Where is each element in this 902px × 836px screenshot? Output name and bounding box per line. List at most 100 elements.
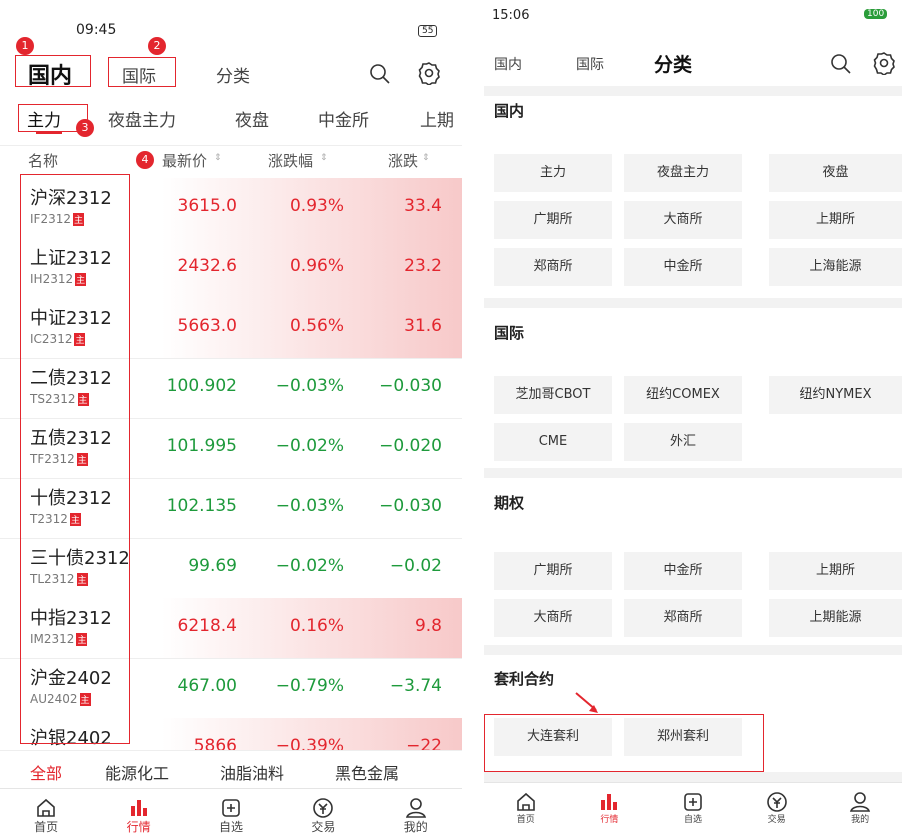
category-button[interactable]: 大连套利 (494, 718, 612, 756)
change-amount: −22 (406, 736, 442, 750)
nav-label[interactable]: 自选 (683, 815, 702, 825)
nav-icon[interactable] (404, 796, 428, 820)
nav-label[interactable]: 交易 (311, 820, 336, 834)
category-tab[interactable]: 能源化工 (105, 764, 170, 783)
nav-icon[interactable] (765, 790, 789, 814)
annotation-box (108, 57, 176, 87)
last-price: 5866 (193, 736, 237, 750)
nav-label[interactable]: 交易 (767, 815, 786, 825)
category-button[interactable]: 上期能源 (769, 599, 902, 637)
category-tab[interactable]: 黑色金属 (335, 764, 400, 783)
nav-label[interactable]: 自选 (218, 820, 243, 834)
main-badge: 主 (77, 393, 89, 406)
nav-icon[interactable] (681, 790, 705, 814)
quote-row[interactable]: 沪银2402AG2402主5866−0.39%−22 (0, 718, 462, 750)
quote-row[interactable]: 中证2312 IC2312 主 5663.0 0.56% 31.6 (0, 298, 462, 359)
annotation-arrow (572, 690, 602, 716)
status-time: 09:45 (76, 22, 117, 38)
category-button[interactable]: 纽约NYMEX (769, 376, 902, 414)
column-header[interactable]: 涨跌 (388, 152, 419, 170)
change-percent: −0.02% (275, 436, 344, 456)
nav-label[interactable]: 行情 (126, 820, 151, 834)
contract-code: IC2312 主 (30, 332, 86, 346)
contract-name: 上证2312 (30, 248, 112, 269)
nav-label[interactable]: 我的 (851, 815, 870, 825)
top-tab[interactable]: 国内 (494, 57, 522, 73)
nav-icon[interactable] (127, 796, 151, 820)
sub-tab[interactable]: 中金所 (318, 111, 369, 131)
sub-tab[interactable]: 上期 (420, 111, 454, 131)
nav-label[interactable]: 首页 (516, 815, 535, 825)
search-icon[interactable] (829, 52, 853, 76)
settings-icon[interactable] (872, 51, 896, 76)
quote-row[interactable]: 中指2312 IM2312 主 6218.4 0.16% 9.8 (0, 598, 462, 659)
nav-icon[interactable] (34, 796, 58, 820)
nav-label[interactable]: 行情 (600, 815, 619, 825)
category-button[interactable]: 广期所 (494, 201, 612, 239)
quote-row[interactable]: 二债2312 TS2312 主 100.902 −0.03% −0.030 (0, 358, 462, 419)
category-button[interactable]: 郑商所 (624, 599, 742, 637)
status-time: 15:06 (492, 8, 530, 23)
category-button[interactable]: 夜盘主力 (624, 154, 742, 192)
column-header[interactable]: 最新价 (162, 152, 208, 170)
category-button[interactable]: 大商所 (624, 201, 742, 239)
category-button[interactable]: CME (494, 423, 612, 461)
category-divider (0, 750, 462, 751)
category-tab[interactable]: 全部 (30, 764, 63, 783)
category-button[interactable]: 夜盘 (769, 154, 902, 192)
top-tab[interactable]: 国内 (28, 64, 73, 89)
annotation-marker: 2 (148, 37, 166, 55)
nav-icon[interactable] (848, 790, 872, 814)
column-header[interactable]: 涨跌幅 (268, 152, 314, 170)
annotation-box (18, 104, 88, 132)
top-tab[interactable]: 分类 (654, 54, 693, 76)
sub-tab[interactable]: 主力 (27, 111, 61, 131)
last-price: 467.00 (177, 676, 237, 696)
change-percent: −0.79% (275, 676, 344, 696)
search-icon[interactable] (368, 62, 392, 86)
sub-tab[interactable]: 夜盘主力 (108, 111, 176, 131)
nav-icon[interactable] (597, 790, 621, 814)
category-button[interactable]: 大商所 (494, 599, 612, 637)
category-button[interactable]: 中金所 (624, 552, 742, 590)
last-price: 3615.0 (177, 196, 237, 216)
category-button[interactable]: 上海能源 (769, 248, 902, 286)
header-divider (0, 145, 462, 146)
contract-name: 中指2312 (30, 608, 112, 629)
quote-row[interactable]: 上证2312 IH2312 主 2432.6 0.96% 23.2 (0, 238, 462, 299)
quote-row[interactable]: 五债2312 TF2312 主 101.995 −0.02% −0.020 (0, 418, 462, 479)
change-percent: −0.39% (275, 736, 344, 750)
category-tab[interactable]: 油脂油料 (220, 764, 285, 783)
top-tab[interactable]: 国际 (576, 57, 604, 73)
column-header[interactable]: 名称 (28, 152, 59, 170)
category-button[interactable]: 外汇 (624, 423, 742, 461)
quote-row[interactable]: 十债2312 T2312 主 102.135 −0.03% −0.030 (0, 478, 462, 539)
nav-icon[interactable] (219, 796, 243, 820)
sub-tab[interactable]: 夜盘 (235, 111, 269, 131)
top-tab[interactable]: 分类 (216, 67, 250, 87)
category-button[interactable]: 纽约COMEX (624, 376, 742, 414)
nav-icon[interactable] (514, 790, 538, 814)
annotation-box (484, 714, 764, 772)
nav-label[interactable]: 首页 (34, 820, 59, 834)
quote-list: 沪深2312 IF2312 主 3615.0 0.93% 33.4 上证2312 IH2312… (0, 178, 462, 750)
annotation-box (15, 55, 91, 87)
nav-icon[interactable] (311, 796, 335, 820)
main-badge: 主 (75, 273, 87, 286)
settings-icon[interactable] (417, 61, 441, 86)
category-button[interactable]: 芝加哥CBOT (494, 376, 612, 414)
category-button[interactable]: 上期所 (769, 552, 902, 590)
category-button[interactable]: 广期所 (494, 552, 612, 590)
category-button[interactable]: 郑商所 (494, 248, 612, 286)
top-tab[interactable]: 国际 (122, 67, 156, 87)
change-percent: 0.93% (289, 196, 344, 216)
category-button[interactable]: 郑州套利 (624, 718, 742, 756)
change-amount: 31.6 (404, 316, 442, 336)
category-button[interactable]: 主力 (494, 154, 612, 192)
contract-code: T2312 主 (30, 512, 81, 526)
quote-row[interactable]: 沪深2312 IF2312 主 3615.0 0.93% 33.4 (0, 178, 462, 239)
nav-label[interactable]: 我的 (403, 820, 428, 834)
category-button[interactable]: 中金所 (624, 248, 742, 286)
category-button[interactable]: 上期所 (769, 201, 902, 239)
